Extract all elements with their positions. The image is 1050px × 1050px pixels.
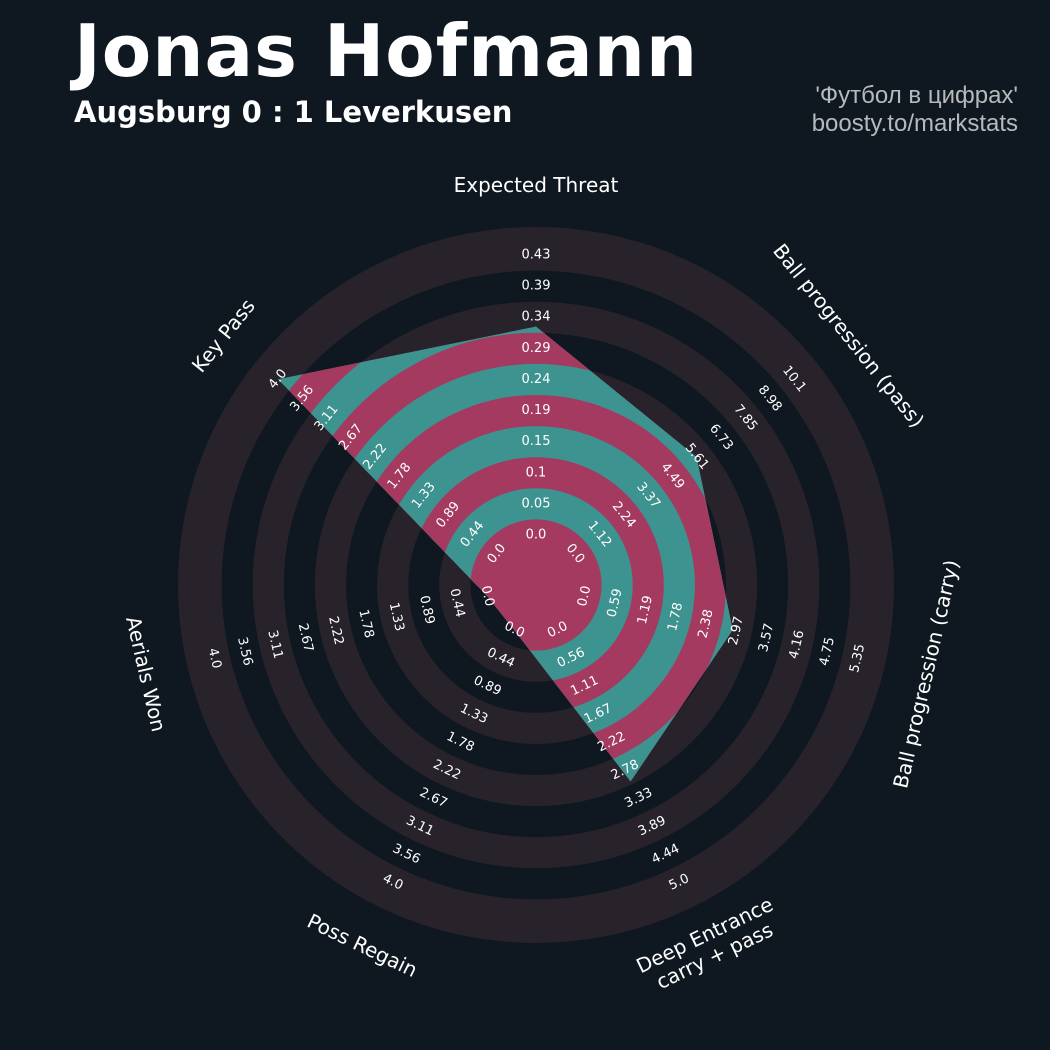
tick-label: 2.22	[325, 615, 346, 647]
tick-label: 4.75	[817, 636, 838, 668]
axis-label-line: Poss Regain	[303, 909, 421, 982]
tick-label: 1.33	[386, 601, 407, 633]
tick-label: 0.44	[446, 587, 467, 619]
tick-label: 0.15	[522, 434, 551, 449]
player-name: Jonas Hofmann	[74, 9, 699, 93]
axis-label: Ball progression (carry)	[888, 558, 964, 791]
tick-label: 0.29	[522, 341, 551, 356]
tick-label: 1.78	[665, 601, 686, 633]
tick-label: 3.11	[264, 629, 285, 661]
tick-label: 0.39	[522, 279, 551, 294]
tick-label: 2.38	[696, 608, 717, 640]
tick-label: 4.16	[787, 629, 808, 661]
tick-label: 2.97	[726, 615, 747, 647]
credit-line-2: boosty.to/markstats	[811, 109, 1018, 137]
axis-label: Poss Regain	[303, 909, 421, 982]
axis-label: Aerials Won	[121, 614, 171, 734]
tick-label: 0.05	[522, 496, 551, 511]
tick-label: 2.67	[295, 622, 316, 654]
tick-label: 0.24	[522, 372, 551, 387]
tick-label: 0.0	[526, 528, 547, 543]
tick-label: 5.35	[847, 643, 868, 675]
tick-label: 0.19	[522, 403, 551, 418]
tick-label: 0.34	[522, 310, 551, 325]
tick-label: 0.1	[526, 465, 547, 480]
tick-label: 3.56	[234, 636, 255, 668]
tick-label: 1.78	[355, 608, 376, 640]
tick-label: 4.0	[205, 647, 224, 671]
axis-label-line: Aerials Won	[121, 614, 171, 734]
axis-label: Key Pass	[187, 294, 260, 377]
tick-label: 0.0	[478, 584, 497, 608]
axis-label-line: Key Pass	[187, 294, 260, 377]
credit: 'Футбол в цифрах' boosty.to/markstats	[812, 82, 1018, 137]
tick-label: 0.59	[605, 587, 626, 619]
axis-label-line: Expected Threat	[454, 173, 619, 197]
tick-label: 0.43	[522, 248, 551, 263]
tick-label: 0.0	[575, 584, 594, 608]
axis-label: Expected Threat	[454, 173, 619, 197]
axis-label-line: Ball progression (carry)	[888, 558, 964, 791]
match-score: Augsburg 0 : 1 Leverkusen	[74, 95, 513, 129]
tick-label: 3.57	[756, 622, 777, 654]
tick-label: 0.89	[416, 594, 437, 626]
tick-label: 1.19	[635, 594, 656, 626]
credit-line-1: 'Футбол в цифрах'	[815, 82, 1018, 109]
